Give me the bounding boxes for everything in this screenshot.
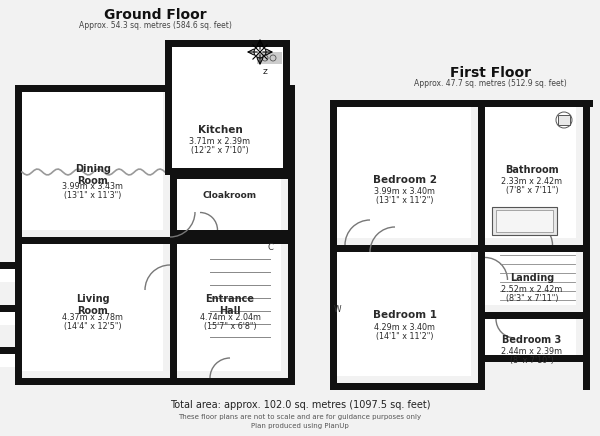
Text: 4.29m x 3.40m: 4.29m x 3.40m (374, 323, 436, 331)
Bar (165, 40, 290, 175)
Text: Approx. 54.3 sq. metres (584.6 sq. feet): Approx. 54.3 sq. metres (584.6 sq. feet) (79, 21, 232, 31)
Bar (172, 47, 283, 65)
Text: 4.37m x 3.78m: 4.37m x 3.78m (62, 313, 124, 321)
Text: Ground Floor: Ground Floor (104, 8, 206, 22)
Bar (330, 100, 337, 390)
Text: Bathroom: Bathroom (505, 165, 559, 175)
Bar (177, 179, 281, 230)
Bar (0, 347, 15, 367)
Text: (8' x 7'10"): (8' x 7'10") (510, 357, 554, 365)
Bar (15, 85, 295, 92)
Bar (337, 252, 471, 376)
Text: (14'1" x 11'2"): (14'1" x 11'2") (376, 331, 434, 341)
Bar (478, 312, 590, 319)
Bar (330, 245, 478, 252)
Text: Living
Room: Living Room (76, 294, 110, 316)
Bar (330, 383, 478, 390)
Text: Kitchen: Kitchen (197, 125, 242, 135)
Bar (337, 107, 471, 238)
Bar (0, 262, 15, 282)
Text: 2.44m x 2.39m: 2.44m x 2.39m (502, 347, 563, 357)
Text: 2.52m x 2.42m: 2.52m x 2.42m (502, 286, 563, 294)
Bar (177, 244, 281, 371)
Text: (14'4" x 12'5"): (14'4" x 12'5") (64, 321, 122, 330)
Bar (288, 85, 295, 385)
Bar (485, 319, 576, 355)
Bar (0, 305, 15, 325)
Text: 3.99m x 3.43m: 3.99m x 3.43m (62, 183, 124, 191)
Text: (13'1" x 11'3"): (13'1" x 11'3") (64, 191, 122, 201)
Bar (257, 52, 282, 64)
Bar (485, 252, 576, 305)
Bar (22, 244, 163, 371)
Text: Z: Z (263, 69, 268, 75)
Text: Entrance
Hall: Entrance Hall (205, 294, 254, 316)
Text: Bedroom 1: Bedroom 1 (373, 310, 437, 320)
Text: Bedroom 3: Bedroom 3 (502, 335, 562, 345)
Text: (12'2" x 7'10"): (12'2" x 7'10") (191, 146, 249, 156)
Bar (485, 107, 576, 238)
Bar (177, 244, 281, 371)
Bar (170, 172, 295, 179)
Text: (8'3" x 7'11"): (8'3" x 7'11") (506, 294, 558, 303)
Text: These floor plans are not to scale and are for guidance purposes only: These floor plans are not to scale and a… (178, 414, 422, 420)
Text: Landing: Landing (510, 273, 554, 283)
Bar (0, 354, 15, 367)
Text: 3.71m x 2.39m: 3.71m x 2.39m (190, 137, 251, 146)
Text: 3.99m x 3.40m: 3.99m x 3.40m (374, 187, 436, 197)
Bar (0, 269, 15, 282)
Text: 2.33m x 2.42m: 2.33m x 2.42m (502, 177, 563, 187)
Text: Total area: approx. 102.0 sq. metres (1097.5 sq. feet): Total area: approx. 102.0 sq. metres (10… (170, 400, 430, 410)
Text: (13'1" x 11'2"): (13'1" x 11'2") (376, 197, 434, 205)
Text: Plan produced using PlanUp: Plan produced using PlanUp (251, 423, 349, 429)
Bar (165, 168, 171, 174)
Text: Approx. 47.7 sq. metres (512.9 sq. feet): Approx. 47.7 sq. metres (512.9 sq. feet) (413, 79, 566, 89)
Bar (172, 47, 283, 168)
Bar (170, 85, 177, 385)
Bar (558, 115, 570, 125)
Text: (7'8" x 7'11"): (7'8" x 7'11") (506, 187, 559, 195)
Bar (583, 100, 590, 390)
Bar (485, 319, 576, 348)
Bar (496, 210, 553, 232)
Bar (22, 244, 163, 371)
Text: First Floor: First Floor (449, 66, 530, 80)
Bar (478, 245, 590, 252)
Bar (15, 378, 295, 385)
Bar (492, 207, 557, 235)
Text: 4.74m x 2.04m: 4.74m x 2.04m (199, 313, 260, 321)
Bar (478, 355, 590, 362)
Text: Bedroom 2: Bedroom 2 (373, 175, 437, 185)
Text: Cloakroom: Cloakroom (203, 191, 257, 201)
Text: C: C (267, 243, 273, 252)
Bar (177, 179, 281, 223)
Bar (478, 100, 485, 390)
Text: W: W (334, 306, 342, 314)
Text: Dining
Room: Dining Room (75, 164, 111, 186)
Bar (170, 230, 295, 237)
Bar (22, 92, 163, 230)
Bar (0, 312, 15, 325)
Bar (15, 237, 295, 244)
Text: (15'7" x 6'8"): (15'7" x 6'8") (203, 321, 256, 330)
Bar (330, 100, 593, 107)
Bar (178, 47, 277, 60)
Bar (15, 85, 22, 385)
